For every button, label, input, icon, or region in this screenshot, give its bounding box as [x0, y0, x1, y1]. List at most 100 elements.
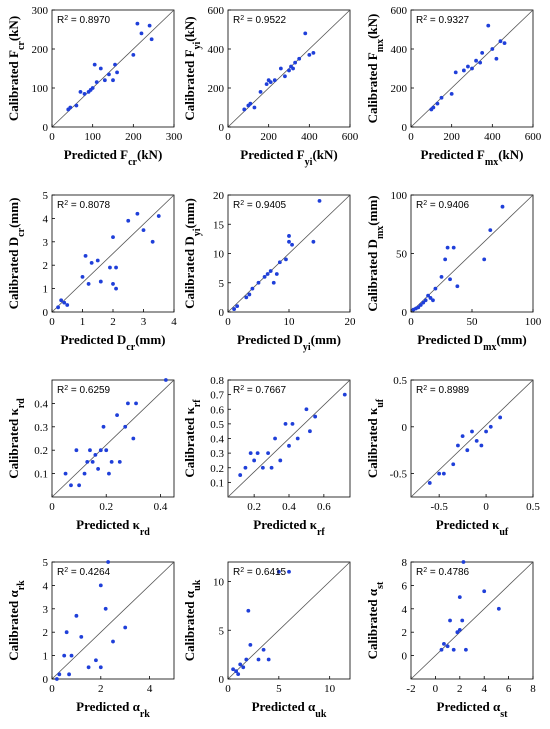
data-point	[235, 304, 240, 309]
data-point	[123, 424, 128, 429]
r-squared-main: R	[57, 385, 64, 396]
y-tick-label: 0	[219, 307, 225, 319]
r-squared-rest: = 0.6415	[244, 567, 286, 578]
y-axis-label: Calibrated Dyi(mm)	[182, 198, 203, 309]
r-squared: R2 = 0.8078	[57, 200, 111, 212]
x-axis-label: Predicted κrd	[76, 517, 150, 538]
data-point	[149, 37, 154, 42]
data-point	[293, 60, 297, 65]
r-squared-main: R	[233, 567, 240, 578]
data-point	[488, 424, 493, 429]
r-squared-main: R	[233, 385, 240, 396]
y-tick-label: 0	[43, 122, 49, 134]
data-point	[455, 630, 460, 635]
data-point	[276, 569, 281, 574]
reference-line	[227, 561, 351, 680]
data-point	[457, 627, 462, 632]
x-tick-label: 200	[260, 131, 277, 143]
data-point	[238, 473, 243, 477]
data-point	[431, 298, 435, 303]
plot-frame	[227, 9, 351, 128]
y-axis-label-main: Calibrated D	[365, 239, 380, 312]
data-point	[111, 78, 115, 83]
data-point	[98, 665, 103, 670]
y-axis-label: Calibrated κrf	[182, 399, 203, 478]
r-squared: R2 = 0.9327	[416, 15, 470, 27]
data-point	[244, 657, 249, 662]
y-axis-label: Calibrated αuk	[182, 579, 203, 661]
data-point	[117, 460, 122, 464]
data-point	[134, 401, 138, 406]
x-axis-label: Predicted κrf	[253, 517, 325, 538]
y-axis-label-main: Calibrated F	[182, 49, 197, 120]
data-point	[457, 595, 462, 599]
data-point	[478, 60, 483, 65]
r-squared-rest: = 0.4786	[427, 567, 469, 578]
x-axis-label-unit: (kN)	[498, 147, 523, 162]
data-point	[62, 653, 67, 658]
data-point	[313, 414, 318, 419]
r-squared-main: R	[57, 567, 64, 578]
y-tick-label: 2	[43, 260, 49, 272]
y-tick-label: 0	[219, 674, 225, 686]
data-point	[311, 239, 316, 244]
reference-line	[51, 194, 175, 313]
data-point	[74, 613, 79, 618]
x-axis-label: Predicted Fyi(kN)	[240, 147, 337, 168]
y-tick-label: 0.7	[210, 390, 224, 402]
data-point	[295, 436, 300, 441]
data-point	[163, 378, 168, 382]
plot-frame	[410, 9, 534, 128]
r-squared: R2 = 0.9522	[233, 15, 287, 27]
data-point	[109, 460, 114, 464]
y-axis-label-sub: cr	[16, 41, 27, 50]
y-tick-label: 0.2	[210, 463, 224, 475]
r-squared-main: R	[57, 200, 64, 211]
data-point	[439, 275, 444, 279]
y-tick-label: 5	[43, 190, 49, 202]
data-point	[67, 672, 71, 677]
data-point	[264, 82, 269, 86]
data-point	[82, 471, 87, 476]
r-squared-sup: 2	[423, 15, 427, 22]
y-tick-label: 5	[43, 557, 49, 569]
x-tick-label: 300	[166, 131, 183, 143]
data-point	[453, 70, 458, 75]
data-point	[126, 218, 131, 223]
data-point	[150, 239, 155, 244]
data-point	[470, 429, 474, 434]
y-axis-label-sub: yi	[192, 228, 203, 236]
data-point	[291, 66, 295, 71]
data-point	[94, 658, 98, 663]
y-axis-label-main: Calibrated κ	[182, 406, 197, 477]
y-tick-label: 2	[402, 627, 408, 639]
data-point	[451, 462, 456, 467]
x-tick-label: 4	[171, 316, 177, 328]
y-tick-label: 200	[32, 44, 49, 56]
data-point	[74, 448, 79, 453]
data-point	[427, 481, 432, 485]
data-point	[431, 105, 436, 110]
data-point	[93, 452, 98, 457]
data-point	[78, 90, 83, 94]
data-point	[470, 66, 474, 71]
y-tick-label: 5	[219, 625, 225, 637]
r-squared: R2 = 0.7667	[233, 385, 287, 397]
data-point	[456, 443, 460, 448]
r-squared-sup: 2	[240, 385, 244, 392]
data-point	[250, 286, 255, 291]
reference-line	[227, 194, 351, 313]
data-point	[278, 458, 283, 463]
data-point	[272, 78, 277, 83]
data-point	[498, 39, 503, 44]
r-squared: R2 = 0.9406	[416, 200, 470, 212]
x-axis-label: Predicted Fmx(kN)	[420, 147, 523, 168]
data-point	[94, 80, 99, 85]
data-point	[290, 242, 294, 247]
data-point	[95, 258, 100, 263]
y-tick-label: 4	[43, 213, 49, 225]
r-squared-sup: 2	[64, 385, 68, 392]
reference-line	[410, 379, 534, 498]
r-squared: R2 = 0.9405	[233, 200, 287, 212]
y-tick-label: 50	[396, 249, 408, 261]
